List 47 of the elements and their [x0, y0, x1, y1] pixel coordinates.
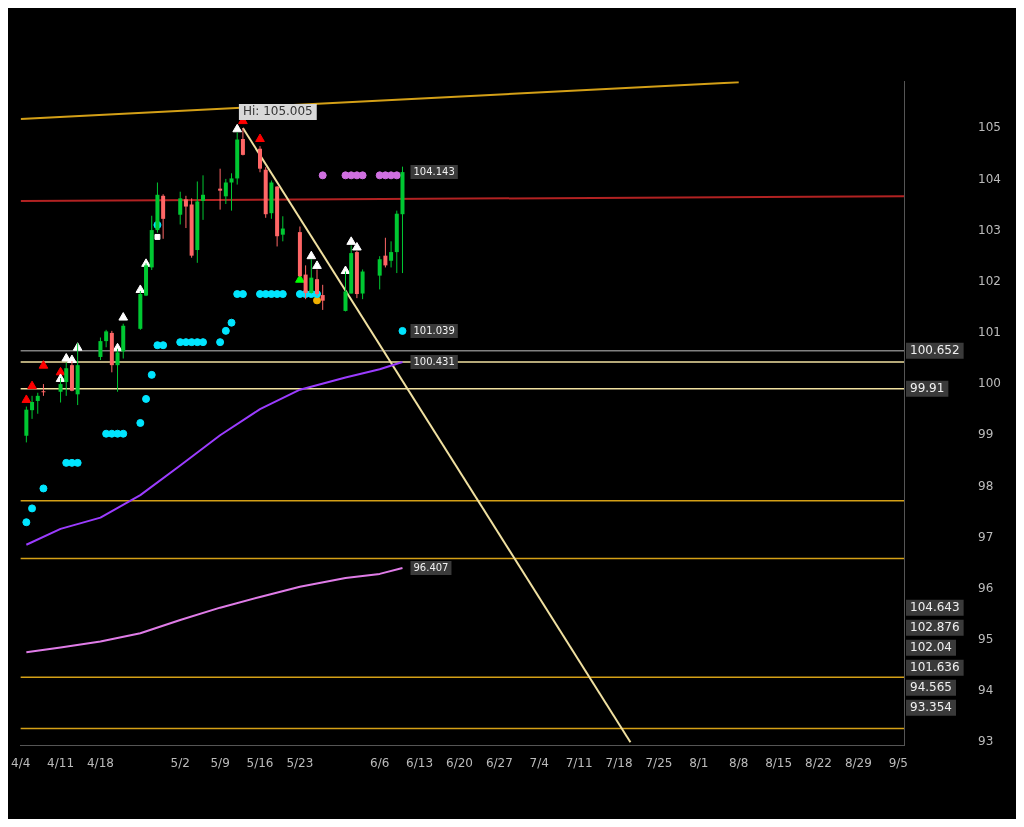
- y-tick-label: 98: [978, 478, 994, 493]
- x-tick-label: 6/27: [485, 756, 513, 771]
- x-tick-label: 4/18: [86, 756, 114, 771]
- x-tick-label: 9/5: [888, 756, 908, 771]
- x-tick-label: 8/1: [689, 756, 709, 771]
- x-tick-label: 7/25: [645, 756, 673, 771]
- text: 102.876: [910, 619, 960, 634]
- y-tick-label: 99: [978, 427, 994, 442]
- x-tick-label: 7/11: [565, 756, 593, 771]
- annotation: 100.431: [413, 355, 455, 367]
- text: 102.04: [910, 639, 952, 654]
- y-tick-label: 93: [978, 734, 994, 749]
- ref-line-label: 100.652: [910, 342, 960, 357]
- y-tick-label: 101: [978, 325, 1001, 340]
- annotation: 104.143: [413, 165, 455, 177]
- y-tick-label: 105: [978, 120, 1001, 135]
- y-tick-label: 95: [978, 632, 994, 647]
- y-tick-label: 103: [978, 222, 1001, 237]
- annotation: 96.407: [413, 561, 449, 573]
- x-tick-label: 8/8: [729, 756, 749, 771]
- x-tick-label: 5/23: [286, 756, 314, 771]
- x-tick-label: 5/2: [170, 756, 190, 771]
- x-tick-label: 5/9: [210, 756, 230, 771]
- x-tick-label: 8/22: [805, 756, 832, 771]
- y-tick-label: 97: [978, 529, 994, 544]
- x-tick-label: 4/11: [47, 756, 75, 771]
- annotation: 101.039: [413, 324, 455, 336]
- text: 101.636: [910, 659, 960, 674]
- y-tick-label: 100: [978, 376, 1001, 391]
- y-tick-label: 102: [978, 273, 1001, 288]
- x-tick-label: 5/16: [246, 756, 274, 771]
- ref-line-label: 99.91: [910, 380, 945, 395]
- y-tick-label: 94: [978, 683, 994, 698]
- annotation: Hi: 105.005: [242, 104, 313, 119]
- y-tick-label: 104: [978, 171, 1001, 186]
- text: 104.643: [910, 599, 960, 614]
- y-tick-label: 96: [978, 580, 994, 595]
- x-tick-label: 4/4: [11, 756, 31, 771]
- x-tick-label: 7/18: [605, 756, 633, 771]
- x-tick-label: 6/13: [406, 756, 434, 771]
- text: 93.354: [910, 699, 952, 714]
- x-tick-label: 6/6: [370, 756, 390, 771]
- x-tick-label: 8/29: [844, 756, 872, 771]
- text: 94.565: [910, 679, 952, 694]
- x-tick-label: 6/20: [446, 756, 473, 771]
- x-tick-label: 7/4: [529, 756, 549, 771]
- x-tick-label: 8/15: [765, 756, 793, 771]
